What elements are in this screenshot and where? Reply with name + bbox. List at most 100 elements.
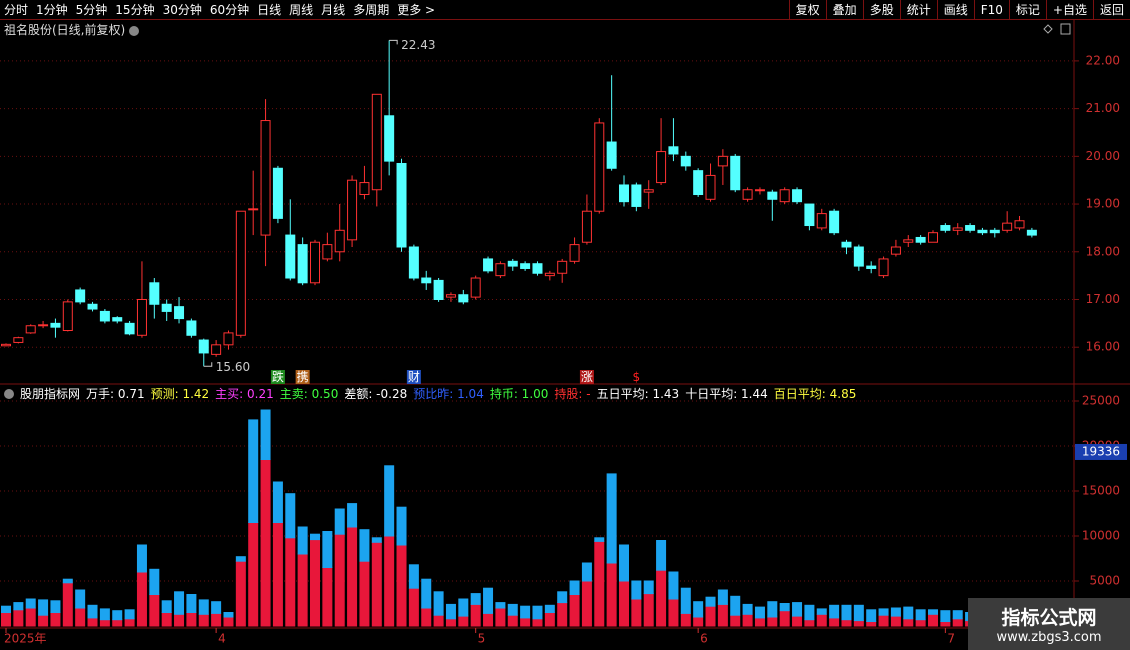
candle-body	[853, 246, 864, 267]
volume-bar	[581, 580, 592, 627]
icon[interactable]	[1060, 23, 1071, 35]
volume-bar	[656, 539, 667, 571]
candle-body	[1014, 220, 1025, 229]
candle-body	[717, 155, 728, 167]
volume-bar	[384, 465, 395, 537]
volume-bar	[421, 607, 432, 627]
volume-bar	[99, 608, 110, 621]
indicator-item: 主卖: 0.50	[279, 387, 339, 401]
volume-bar	[408, 587, 419, 627]
event-label: 跌	[272, 369, 284, 384]
volume-bar	[322, 530, 333, 568]
toolbar-item[interactable]: F10	[973, 0, 1009, 19]
candle-body	[965, 225, 976, 231]
icon[interactable]	[129, 25, 140, 36]
toolbar-item[interactable]: 15分钟	[115, 3, 155, 17]
volume-bar	[866, 609, 877, 622]
volume-bar	[853, 620, 864, 627]
toolbar-item[interactable]: 统计	[899, 0, 937, 19]
max-pointer	[389, 39, 398, 45]
indicator-item: 万手: 0.71	[86, 387, 145, 401]
volume-bar	[520, 605, 531, 619]
volume-bar	[136, 544, 147, 573]
volume-bar	[297, 526, 308, 555]
candle-body	[767, 191, 778, 200]
volume-bar	[569, 580, 580, 595]
candle-body	[272, 167, 283, 219]
volume-bar	[408, 564, 419, 589]
candle-body	[359, 182, 370, 196]
volume-bar	[532, 618, 543, 627]
min-pointer	[203, 362, 213, 367]
toolbar-item[interactable]: 日线	[257, 3, 282, 17]
volume-bar	[198, 599, 209, 615]
volume-bar	[124, 609, 135, 620]
toolbar-item[interactable]: 多周期	[353, 3, 390, 17]
toolbar-item[interactable]: 更多 >	[397, 3, 436, 17]
toolbar-item[interactable]: 返回	[1092, 0, 1130, 19]
volume-bar	[458, 615, 469, 627]
volume-bar	[730, 614, 741, 627]
toolbar-item[interactable]: 5分钟	[75, 3, 108, 17]
indicator-name: 股朋指标网	[20, 387, 81, 401]
volume-bar	[198, 613, 209, 627]
candle-body	[470, 277, 481, 298]
candle-body	[631, 184, 642, 207]
volume-bar	[38, 614, 49, 627]
volume-bar	[235, 556, 246, 562]
y-tick-label: 5000	[1089, 573, 1120, 587]
toolbar-item[interactable]: 月线	[321, 3, 346, 17]
volume-bar	[606, 562, 617, 627]
candle-body	[322, 244, 333, 260]
watermark-url: www.zbgs3.com	[996, 630, 1102, 645]
volume-bar	[903, 618, 914, 627]
toolbar-item[interactable]: 30分钟	[162, 3, 202, 17]
volume-bar	[458, 598, 469, 617]
volume-bar	[804, 604, 815, 621]
volume-bar	[544, 604, 555, 613]
volume-bar	[656, 569, 667, 627]
volume-bar	[124, 618, 135, 627]
volume-bar	[13, 602, 24, 611]
candle-body	[841, 241, 852, 248]
toolbar-item[interactable]: 复权	[788, 0, 826, 19]
candle-body	[742, 189, 753, 200]
y-tick-label: 25000	[1082, 393, 1120, 407]
x-tick-label: 2025年	[4, 632, 47, 646]
candle-body	[211, 344, 222, 355]
volume-bar	[631, 580, 642, 600]
volume-bar	[680, 612, 691, 627]
volume-bar	[594, 540, 605, 627]
icon[interactable]	[1043, 24, 1053, 34]
toolbar-item[interactable]: 周线	[289, 3, 314, 17]
icon[interactable]	[4, 389, 14, 399]
toolbar-item[interactable]: 叠加	[825, 0, 863, 19]
toolbar-item[interactable]: 标记	[1008, 0, 1046, 19]
toolbar-item[interactable]: 画线	[936, 0, 974, 19]
volume-bar	[742, 613, 753, 627]
volume-bar	[149, 593, 160, 627]
volume-bar	[878, 608, 889, 616]
volume-bar	[841, 604, 852, 621]
candle-body	[520, 263, 531, 269]
x-tick-label: 4	[218, 632, 226, 646]
volume-bar	[717, 589, 728, 605]
chart-header: 祖名股份(日线,前复权)	[4, 21, 140, 39]
candle-body	[792, 189, 803, 203]
toolbar-item[interactable]: 1分钟	[36, 3, 68, 17]
candle-body	[878, 258, 889, 277]
candle-body	[260, 120, 271, 236]
candle-body	[384, 115, 395, 162]
toolbar-item[interactable]: +自选	[1045, 0, 1093, 19]
toolbar-item[interactable]: 分时	[4, 3, 29, 17]
chart-title: 祖名股份(日线,前复权)	[4, 23, 126, 37]
toolbar-item[interactable]: 多股	[862, 0, 900, 19]
volume-bar	[310, 533, 320, 541]
candle-body	[581, 210, 592, 243]
volume-bar	[507, 614, 518, 627]
volume-bar	[396, 506, 407, 546]
volume-bar	[816, 608, 827, 615]
toolbar-item[interactable]: 60分钟	[209, 3, 250, 17]
volume-bar	[829, 604, 840, 619]
